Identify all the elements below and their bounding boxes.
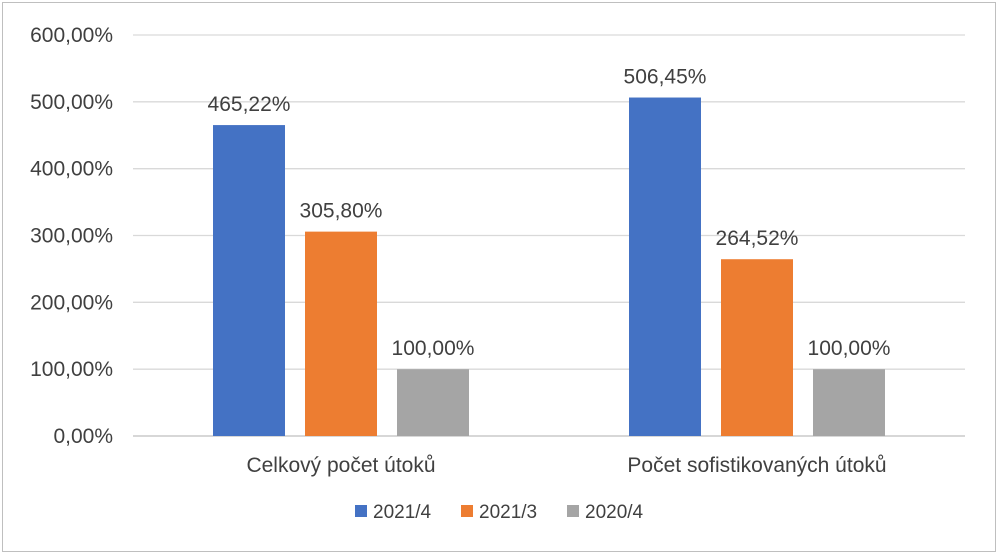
- y-tick-label: 400,00%: [30, 158, 113, 181]
- y-tick-label: 600,00%: [30, 24, 113, 47]
- data-label: 506,45%: [624, 66, 707, 89]
- x-category-label: Celkový počet útoků: [246, 454, 435, 477]
- legend-swatch: [567, 505, 579, 517]
- data-label: 100,00%: [808, 337, 891, 360]
- data-label: 465,22%: [208, 93, 291, 116]
- x-category-label: Počet sofistikovaných útoků: [627, 454, 886, 477]
- y-tick-label: 200,00%: [30, 291, 113, 314]
- legend-swatch: [355, 505, 367, 517]
- y-tick-label: 0,00%: [53, 425, 113, 448]
- bar-2021-3: [721, 259, 793, 436]
- legend-swatch: [461, 505, 473, 517]
- data-label: 264,52%: [716, 227, 799, 250]
- bar-2020-4: [397, 369, 469, 436]
- y-tick-label: 500,00%: [30, 91, 113, 114]
- bar-2021-4: [213, 125, 285, 436]
- data-label: 305,80%: [300, 200, 383, 223]
- bar-2021-4: [629, 97, 701, 436]
- y-tick-label: 100,00%: [30, 358, 113, 381]
- bar-2020-4: [813, 369, 885, 436]
- legend-label: 2020/4: [585, 502, 644, 523]
- y-tick-label: 300,00%: [30, 225, 113, 248]
- legend-label: 2021/4: [373, 502, 432, 523]
- data-label: 100,00%: [392, 337, 475, 360]
- legend-label: 2021/3: [479, 502, 537, 523]
- bar-2021-3: [305, 231, 377, 436]
